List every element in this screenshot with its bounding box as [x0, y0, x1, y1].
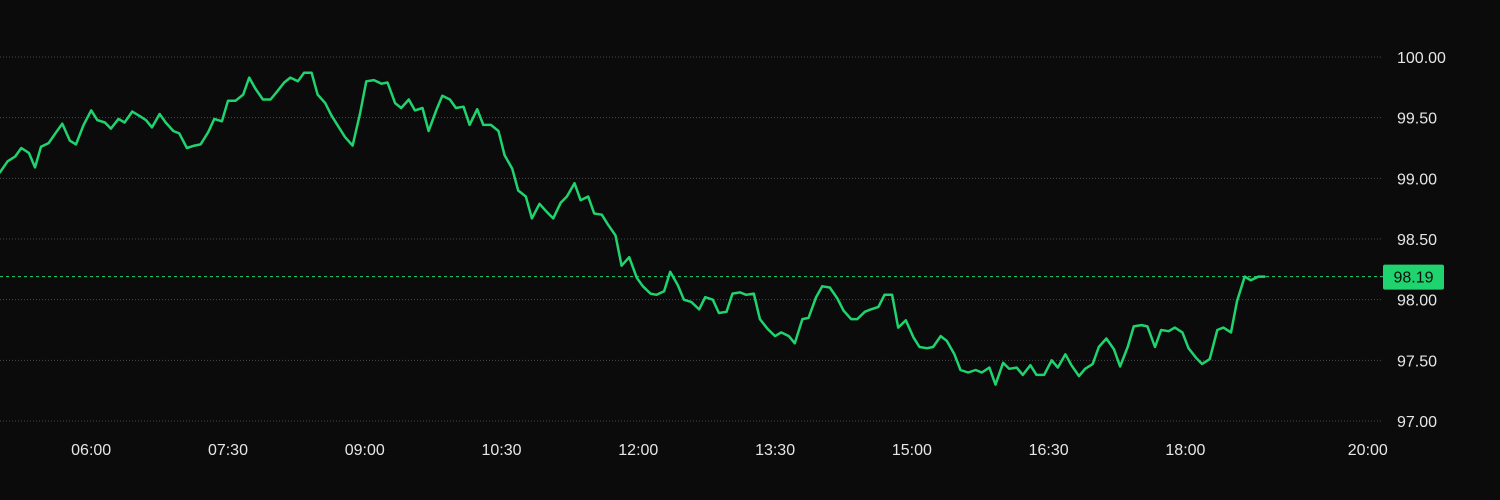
y-tick-label: 99.00	[1397, 171, 1437, 188]
x-tick-label: 15:00	[892, 442, 932, 459]
current-price-badge: 98.19	[1383, 264, 1444, 290]
y-axis: 97.00 97.50 98.00 98.50 99.00 99.50 100.00	[1397, 50, 1446, 431]
x-axis: 06:00 07:30 09:00 10:30 12:00 13:30 15:00 16:30…	[71, 442, 1388, 459]
grid-lines	[0, 56, 1383, 422]
price-line	[0, 71, 1266, 386]
x-tick-label: 16:30	[1029, 442, 1069, 459]
x-tick-label: 12:00	[618, 442, 658, 459]
x-tick-label: 09:00	[345, 442, 385, 459]
current-price-label: 98.19	[1393, 270, 1433, 287]
y-tick-label: 100.00	[1397, 50, 1446, 67]
x-tick-label: 13:30	[755, 442, 795, 459]
x-tick-label: 06:00	[71, 442, 111, 459]
y-tick-label: 99.50	[1397, 111, 1437, 128]
price-series	[0, 71, 1266, 386]
x-tick-label: 18:00	[1165, 442, 1205, 459]
y-tick-label: 97.50	[1397, 353, 1437, 370]
y-tick-label: 98.50	[1397, 232, 1437, 249]
x-tick-label: 20:00	[1348, 442, 1388, 459]
y-tick-label: 97.00	[1397, 414, 1437, 431]
y-tick-label: 98.00	[1397, 293, 1437, 310]
x-tick-label: 10:30	[482, 442, 522, 459]
current-price-badge-bg	[1383, 264, 1444, 290]
x-tick-label: 07:30	[208, 442, 248, 459]
